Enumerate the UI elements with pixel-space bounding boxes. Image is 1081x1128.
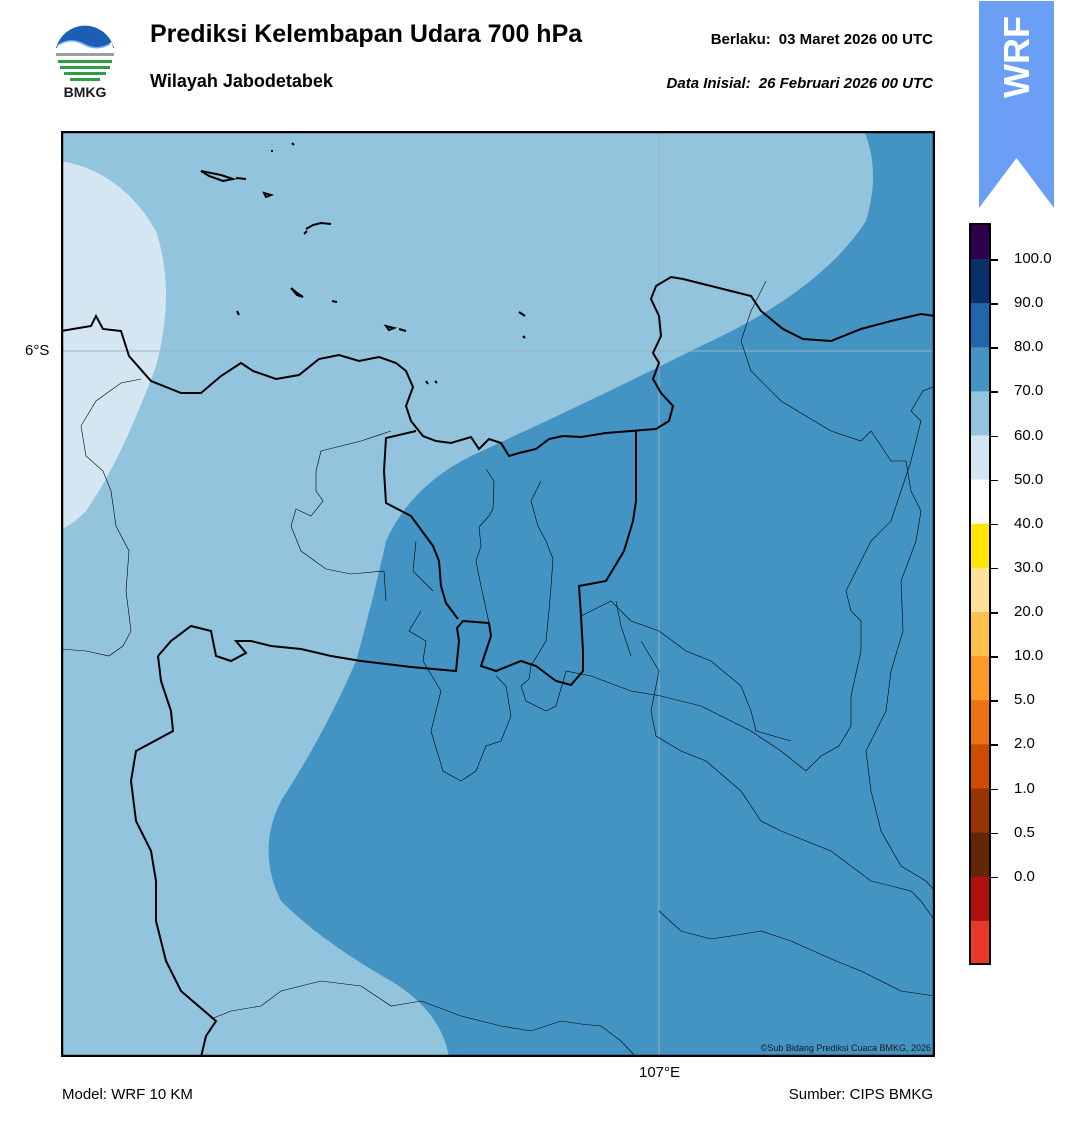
colorbar-label: 50.0 [1014, 470, 1044, 488]
latitude-label: 6°S [25, 342, 50, 359]
init-time: Data Inisial: 26 Februari 2026 00 UTC [667, 75, 933, 92]
colorbar-tick [991, 656, 998, 658]
colorbar-tick [991, 303, 998, 305]
colorbar-segment [969, 303, 991, 348]
colorbar-label: 10.0 [1014, 647, 1044, 665]
colorbar-tick [991, 567, 998, 570]
init-label: Data Inisial: [666, 75, 751, 92]
colorbar-segment [969, 391, 991, 436]
colorbar-segment [969, 347, 991, 392]
valid-time: Berlaku: 03 Maret 2026 00 UTC [711, 31, 933, 48]
humidity-zone-50-60 [61, 161, 166, 529]
humidity-map [61, 131, 935, 1057]
colorbar-label: 20.0 [1014, 603, 1044, 620]
colorbar-segment [969, 259, 991, 304]
colorbar-label: 30.0 [1014, 558, 1044, 576]
valid-time-value: 03 Maret 2026 00 UTC [778, 31, 933, 48]
colorbar-tick [991, 523, 998, 526]
valid-label: Berlaku: [710, 31, 771, 48]
colorbar-segment [969, 700, 991, 745]
wrf-ribbon: WRF [979, 1, 1054, 208]
humidity-zone-70-80 [268, 131, 935, 1057]
colorbar-tick [991, 391, 998, 393]
colorbar-segment [969, 567, 991, 613]
colorbar-segment [969, 788, 991, 834]
colorbar-segment [969, 223, 991, 260]
colorbar-segment [969, 523, 991, 569]
chart-title: Prediksi Kelembapan Udara 700 hPa [150, 20, 583, 48]
colorbar-label: 5.0 [1014, 691, 1035, 709]
colorbar [969, 223, 991, 965]
colorbar-label: 2.0 [1014, 735, 1035, 753]
colorbar-segment [969, 920, 991, 965]
longitude-label: 107°E [639, 1064, 681, 1081]
islands [200, 142, 526, 385]
colorbar-segment [969, 435, 991, 481]
bmkg-logo-icon [55, 23, 115, 83]
colorbar-label: 90.0 [1014, 294, 1044, 312]
colorbar-tick [991, 479, 998, 482]
province-boundary [129, 430, 637, 1057]
colorbar-tick [991, 435, 998, 437]
copyright-note: ©Sub Bidang Prediksi Cuaca BMKG, 2026 [760, 1043, 931, 1053]
colorbar-label: 100.0 [1014, 250, 1052, 267]
colorbar-label: 70.0 [1014, 382, 1044, 400]
logo-text: BMKG [63, 84, 107, 100]
coastline [61, 275, 935, 458]
colorbar-segment [969, 832, 991, 878]
colorbar-tick [991, 832, 998, 835]
colorbar-label: 40.0 [1014, 514, 1044, 532]
colorbar-segment [969, 612, 991, 657]
colorbar-segment [969, 744, 991, 789]
colorbar-tick [991, 876, 998, 879]
model-info: Model: WRF 10 KM [62, 1086, 193, 1103]
wrf-ribbon-text: WRF [996, 16, 1037, 98]
colorbar-tick [991, 700, 998, 702]
colorbar-tick [991, 347, 998, 349]
colorbar-label: 60.0 [1014, 426, 1044, 444]
region-subtitle: Wilayah Jabodetabek [150, 71, 333, 91]
colorbar-tick [991, 788, 998, 790]
source-info: Sumber: CIPS BMKG [788, 1086, 933, 1103]
colorbar-segment [969, 656, 991, 701]
colorbar-segment [969, 876, 991, 922]
colorbar-tick [991, 612, 998, 614]
colorbar-tick [991, 744, 998, 746]
init-time-value: 26 Februari 2026 00 UTC [758, 75, 933, 92]
regency-boundaries [61, 280, 935, 1057]
colorbar-tick [991, 259, 998, 261]
colorbar-label: 0.5 [1014, 823, 1035, 841]
colorbar-label: 80.0 [1014, 338, 1044, 356]
colorbar-segment [969, 479, 991, 525]
colorbar-label: 0.0 [1014, 867, 1035, 885]
colorbar-label: 1.0 [1014, 779, 1035, 797]
